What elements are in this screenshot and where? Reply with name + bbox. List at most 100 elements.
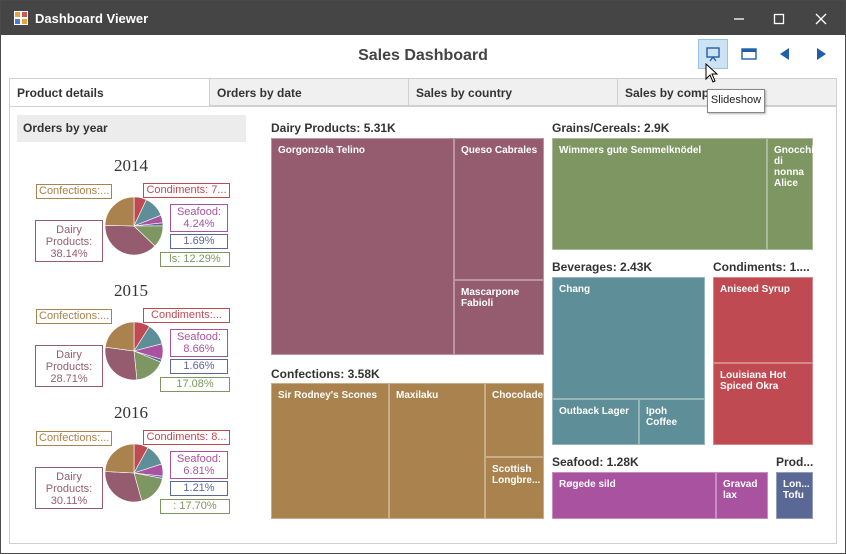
pie-label-dairy-line3: 28.71% [50,373,88,385]
fullscreen-button[interactable] [734,39,764,69]
triangle-left-icon [780,48,789,60]
window-title: Dashboard Viewer [35,11,149,26]
pie-label-grains: ls: 12.29% [160,252,230,267]
pie-label-small: 1.21% [170,481,228,496]
pie-label-dairy-line3: 38.14% [50,248,88,260]
tile-gnocchi[interactable]: Gnocchi di nonna Alice [767,138,815,250]
slideshow-tooltip: Slideshow [707,89,765,113]
tile-label: Ipoh Coffee [646,406,678,428]
tile-rodney[interactable]: Sir Rodney's Scones [271,383,389,519]
pie-year-label: 2016 [114,403,148,422]
pie-label-grains: : 17.70% [160,499,230,514]
title-bar[interactable]: Dashboard Viewer [1,1,845,35]
dashboard-header: Sales Dashboard [1,35,845,77]
dashboard-title: Sales Dashboard [358,47,488,64]
next-button[interactable] [806,39,836,69]
pie-label-dairy-line1: Dairy [56,471,82,483]
pie-label-seafood: Seafood: 4.24% [170,204,228,232]
tile-rogede[interactable]: Røgede sild [552,472,716,519]
minimize-button[interactable] [719,5,759,33]
pie-label-condiments: Condiments: 7... [143,183,230,198]
pie-year-label: 2014 [114,156,148,175]
group-title-confections: Confections: 3.58K [271,367,380,381]
minimize-icon [734,18,744,20]
maximize-icon [773,13,785,25]
pie-label-grains: 17.08% [160,377,230,392]
group-title-produce: Prod... [776,455,814,469]
tile-label: Louisiana Hot Spiced Okra [720,370,787,392]
tile-gravad[interactable]: Gravad lax [716,472,768,519]
pie-label-dairy: Dairy Products: 38.14% [35,220,103,262]
mouse-cursor-icon [705,63,719,83]
pie-label-confections: Confections:... [36,309,112,324]
window-icon [741,48,757,60]
tile-label: Gnocchi di nonna Alice [774,145,815,189]
pie-label-dairy: Dairy Products: 30.11% [35,467,103,509]
tile-aniseed[interactable]: Aniseed Syrup [713,277,813,363]
triangle-right-icon [817,48,826,60]
tab-product-details[interactable]: Product details [9,78,210,107]
pie-label-dairy-line2: Products: [45,236,93,248]
tile-louisiana[interactable]: Louisiana Hot Spiced Okra [713,363,813,445]
pie-label-confections: Confections:... [36,431,112,446]
tile-label: Scottish Longbre... [492,464,541,486]
pie-label-seafood-value: 4.24% [183,218,215,230]
pie-label-seafood-title: Seafood: [176,206,222,218]
tile-label: Aniseed Syrup [720,284,791,295]
tile-gorgonzola[interactable]: Gorgonzola Telino [271,138,454,355]
pie-label-dairy-line2: Products: [45,361,93,373]
pie-label-seafood-value: 6.81% [183,465,215,477]
tile-label: Lon... Tofu [783,479,810,501]
tile-label: Gravad lax [723,479,758,501]
tile-label: Røgede sild [559,479,616,490]
tile-label: Gorgonzola Telino [278,145,366,156]
tile-queso[interactable]: Queso Cabrales [454,138,544,280]
tile-label: Wimmers gute Semmelknödel [559,145,702,156]
tile-label: Chang [559,284,591,295]
tile-outback[interactable]: Outback Lager [552,399,639,445]
tile-label: Queso Cabrales [461,145,538,156]
tile-chang[interactable]: Chang [552,277,705,399]
pie-label-small: 1.69% [170,234,228,249]
group-title-grains: Grains/Cereals: 2.9K [552,121,670,135]
pie-year-label: 2015 [114,281,148,300]
tile-scottish[interactable]: Scottish Longbre... [485,457,544,519]
tile-longlife[interactable]: Lon... Tofu [776,472,813,519]
tile-ipoh[interactable]: Ipoh Coffee [639,399,705,445]
tile-label: Mascarpone Fabioli [461,287,520,309]
pie-label-condiments: Condiments:... [143,308,230,323]
tile-label: Chocolade [492,390,544,401]
group-title-condiments: Condiments: 1.... [713,260,810,274]
pie-label-dairy-line3: 30.11% [50,495,88,507]
group-title-beverages: Beverages: 2.43K [552,260,653,274]
tile-wimmers[interactable]: Wimmers gute Semmelknödel [552,138,767,250]
group-title-seafood: Seafood: 1.28K [552,455,639,469]
orders-by-year-header: Orders by year [17,115,246,142]
pie-label-dairy-line1: Dairy [56,224,82,236]
maximize-button[interactable] [759,5,799,33]
tile-label: Sir Rodney's Scones [278,390,378,401]
pie-label-seafood-title: Seafood: [176,331,222,343]
slideshow-button[interactable] [698,39,728,69]
tab-orders-by-date[interactable]: Orders by date [209,78,409,106]
pie-label-small: 1.66% [170,359,228,374]
tile-label: Outback Lager [559,406,630,417]
close-icon [815,13,827,25]
pie-label-condiments: Condiments: 8... [143,430,230,445]
tile-mascarpone[interactable]: Mascarpone Fabioli [454,280,544,355]
pie-label-seafood: Seafood: 6.81% [170,451,228,479]
tile-label: Maxilaku [396,390,439,401]
close-button[interactable] [801,5,841,33]
pie-label-confections: Confections:... [36,184,112,199]
tile-maxilaku[interactable]: Maxilaku [389,383,485,519]
previous-button[interactable] [770,39,800,69]
group-title-dairy: Dairy Products: 5.31K [271,121,396,135]
tile-chocolade[interactable]: Chocolade [485,383,544,457]
pie-label-seafood: Seafood: 8.66% [170,329,228,357]
app-icon [14,11,28,25]
tab-sales-by-country[interactable]: Sales by country [408,78,618,106]
pie-label-dairy-line2: Products: [45,483,93,495]
pie-label-seafood-title: Seafood: [176,453,222,465]
pie-label-dairy: Dairy Products: 28.71% [35,345,103,387]
